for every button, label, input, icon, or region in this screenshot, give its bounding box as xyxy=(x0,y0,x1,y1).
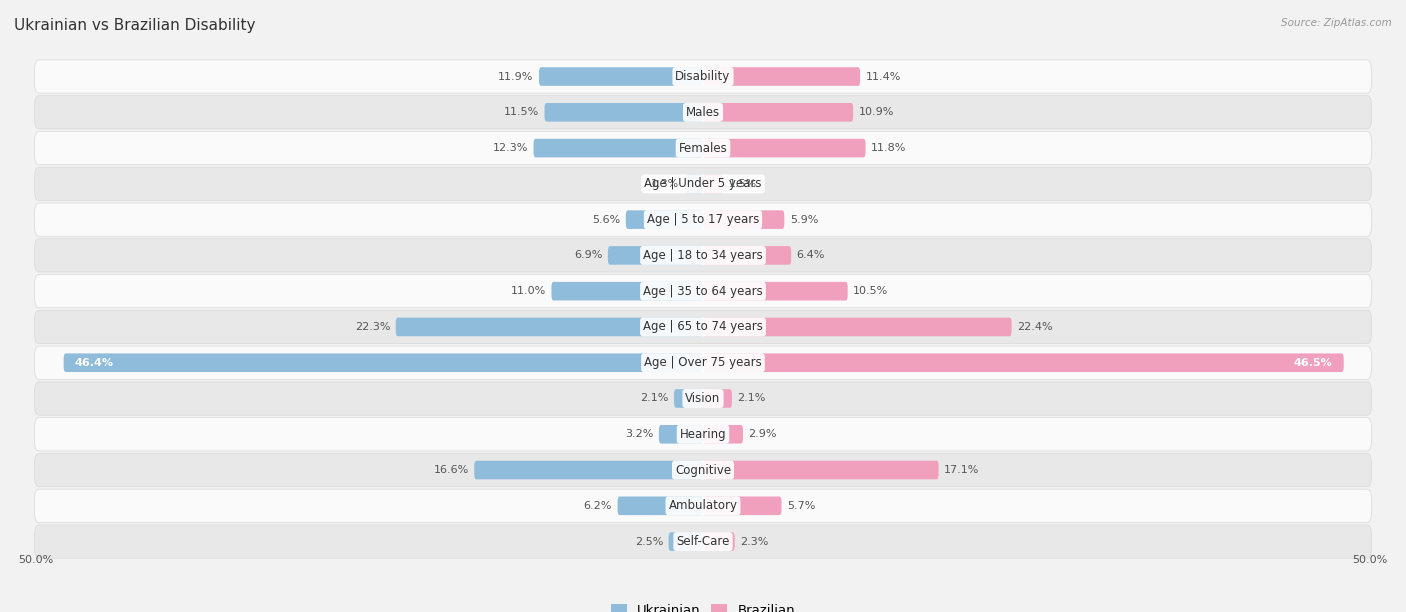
Text: Age | 65 to 74 years: Age | 65 to 74 years xyxy=(643,321,763,334)
FancyBboxPatch shape xyxy=(703,389,733,408)
FancyBboxPatch shape xyxy=(538,67,703,86)
FancyBboxPatch shape xyxy=(626,211,703,229)
Text: Age | 18 to 34 years: Age | 18 to 34 years xyxy=(643,249,763,262)
Text: Males: Males xyxy=(686,106,720,119)
Legend: Ukrainian, Brazilian: Ukrainian, Brazilian xyxy=(606,599,800,612)
Text: 3.2%: 3.2% xyxy=(626,429,654,439)
Text: 2.3%: 2.3% xyxy=(740,537,769,547)
Text: 10.5%: 10.5% xyxy=(853,286,889,296)
FancyBboxPatch shape xyxy=(35,417,1371,451)
FancyBboxPatch shape xyxy=(35,239,1371,272)
FancyBboxPatch shape xyxy=(35,60,1371,93)
Text: 1.5%: 1.5% xyxy=(730,179,758,189)
FancyBboxPatch shape xyxy=(703,103,853,122)
FancyBboxPatch shape xyxy=(703,282,848,300)
Text: 16.6%: 16.6% xyxy=(433,465,468,475)
Text: 22.4%: 22.4% xyxy=(1017,322,1053,332)
FancyBboxPatch shape xyxy=(35,203,1371,236)
Text: 46.5%: 46.5% xyxy=(1294,358,1333,368)
FancyBboxPatch shape xyxy=(607,246,703,265)
FancyBboxPatch shape xyxy=(703,318,1012,336)
Text: 11.9%: 11.9% xyxy=(498,72,533,81)
Text: Cognitive: Cognitive xyxy=(675,463,731,477)
Text: Disability: Disability xyxy=(675,70,731,83)
FancyBboxPatch shape xyxy=(35,489,1371,523)
FancyBboxPatch shape xyxy=(617,496,703,515)
FancyBboxPatch shape xyxy=(544,103,703,122)
Text: 2.5%: 2.5% xyxy=(634,537,664,547)
Text: 46.4%: 46.4% xyxy=(75,358,114,368)
Text: 2.1%: 2.1% xyxy=(640,394,669,403)
FancyBboxPatch shape xyxy=(35,346,1371,379)
Text: Ambulatory: Ambulatory xyxy=(668,499,738,512)
Text: Source: ZipAtlas.com: Source: ZipAtlas.com xyxy=(1281,18,1392,28)
FancyBboxPatch shape xyxy=(673,389,703,408)
Text: 11.0%: 11.0% xyxy=(510,286,546,296)
Text: 5.9%: 5.9% xyxy=(790,215,818,225)
FancyBboxPatch shape xyxy=(703,246,792,265)
FancyBboxPatch shape xyxy=(395,318,703,336)
FancyBboxPatch shape xyxy=(35,167,1371,201)
Text: 50.0%: 50.0% xyxy=(18,555,53,565)
Text: Vision: Vision xyxy=(685,392,721,405)
Text: 5.6%: 5.6% xyxy=(592,215,620,225)
FancyBboxPatch shape xyxy=(703,353,1344,372)
FancyBboxPatch shape xyxy=(63,353,703,372)
Text: 2.9%: 2.9% xyxy=(748,429,778,439)
Text: Age | 5 to 17 years: Age | 5 to 17 years xyxy=(647,213,759,226)
FancyBboxPatch shape xyxy=(35,525,1371,558)
Text: 11.4%: 11.4% xyxy=(866,72,901,81)
FancyBboxPatch shape xyxy=(35,310,1371,343)
Text: 50.0%: 50.0% xyxy=(1353,555,1388,565)
Text: 11.8%: 11.8% xyxy=(872,143,907,153)
Text: 1.3%: 1.3% xyxy=(651,179,679,189)
Text: 17.1%: 17.1% xyxy=(945,465,980,475)
FancyBboxPatch shape xyxy=(533,139,703,157)
Text: 5.7%: 5.7% xyxy=(787,501,815,511)
FancyBboxPatch shape xyxy=(703,139,866,157)
FancyBboxPatch shape xyxy=(703,532,735,551)
FancyBboxPatch shape xyxy=(703,425,742,444)
FancyBboxPatch shape xyxy=(35,275,1371,308)
FancyBboxPatch shape xyxy=(35,453,1371,487)
Text: 6.9%: 6.9% xyxy=(574,250,602,260)
Text: 2.1%: 2.1% xyxy=(738,394,766,403)
FancyBboxPatch shape xyxy=(685,174,703,193)
Text: 6.4%: 6.4% xyxy=(797,250,825,260)
FancyBboxPatch shape xyxy=(659,425,703,444)
FancyBboxPatch shape xyxy=(703,496,782,515)
Text: Hearing: Hearing xyxy=(679,428,727,441)
FancyBboxPatch shape xyxy=(474,461,703,479)
Text: 11.5%: 11.5% xyxy=(503,107,538,118)
FancyBboxPatch shape xyxy=(703,174,724,193)
Text: 22.3%: 22.3% xyxy=(354,322,391,332)
FancyBboxPatch shape xyxy=(703,211,785,229)
Text: 10.9%: 10.9% xyxy=(859,107,894,118)
FancyBboxPatch shape xyxy=(35,132,1371,165)
Text: 6.2%: 6.2% xyxy=(583,501,612,511)
Text: Age | 35 to 64 years: Age | 35 to 64 years xyxy=(643,285,763,297)
FancyBboxPatch shape xyxy=(35,382,1371,415)
Text: Females: Females xyxy=(679,141,727,155)
FancyBboxPatch shape xyxy=(551,282,703,300)
Text: Self-Care: Self-Care xyxy=(676,535,730,548)
Text: Age | Over 75 years: Age | Over 75 years xyxy=(644,356,762,369)
FancyBboxPatch shape xyxy=(35,95,1371,129)
FancyBboxPatch shape xyxy=(703,461,939,479)
FancyBboxPatch shape xyxy=(669,532,703,551)
Text: Age | Under 5 years: Age | Under 5 years xyxy=(644,177,762,190)
FancyBboxPatch shape xyxy=(703,67,860,86)
Text: Ukrainian vs Brazilian Disability: Ukrainian vs Brazilian Disability xyxy=(14,18,256,34)
Text: 12.3%: 12.3% xyxy=(492,143,529,153)
